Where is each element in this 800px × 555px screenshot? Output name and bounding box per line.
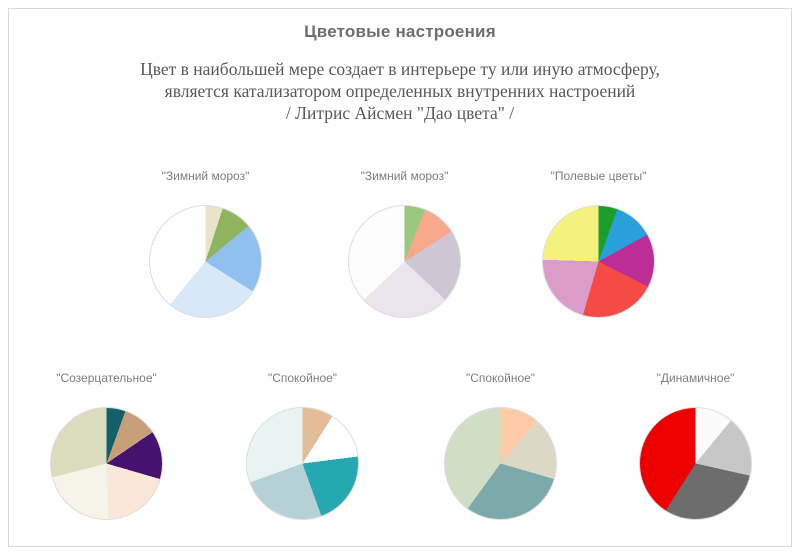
- pie-field-flowers: [542, 205, 655, 318]
- pie-chart-title: "Динамичное": [656, 371, 735, 385]
- subtitle-line-1: Цвет в наибольшей мере создает в интерье…: [140, 59, 660, 79]
- pie-chart-title: "Полевые цветы": [550, 169, 647, 183]
- pie-winter-frost-2: [348, 205, 461, 318]
- pie-chart-title: "Зимний мороз": [161, 169, 250, 183]
- pie-chart-group-winter-frost-2: "Зимний мороз": [348, 168, 461, 318]
- pie-chart-group-calm-2: "Спокойное": [444, 370, 557, 520]
- pie-chart-title: "Созерцательное": [56, 371, 157, 385]
- pie-chart-title: "Спокойное": [267, 371, 338, 385]
- pie-calm-1: [246, 407, 359, 520]
- pie-winter-frost-1: [149, 205, 262, 318]
- pie-chart-group-field-flowers: "Полевые цветы": [542, 168, 655, 318]
- pie-contemplative: [50, 407, 163, 520]
- pie-chart-group-calm-1: "Спокойное": [246, 370, 359, 520]
- subtitle-line-2: является катализатором определенных внут…: [164, 81, 636, 101]
- pie-chart-group-contemplative: "Созерцательное": [50, 370, 163, 520]
- pie-calm-2: [444, 407, 557, 520]
- pie-chart-group-dynamic: "Динамичное": [639, 370, 752, 520]
- pie-chart-group-winter-frost-1: "Зимний мороз": [149, 168, 262, 318]
- page-subtitle: Цвет в наибольшей мере создает в интерье…: [0, 58, 800, 124]
- pie-chart-title: "Зимний мороз": [360, 169, 449, 183]
- subtitle-line-3: / Литрис Айсмен "Дао цвета" /: [285, 103, 515, 123]
- page-title: Цветовые настроения: [304, 22, 496, 41]
- pie-chart-title: "Спокойное": [465, 371, 536, 385]
- pie-dynamic: [639, 407, 752, 520]
